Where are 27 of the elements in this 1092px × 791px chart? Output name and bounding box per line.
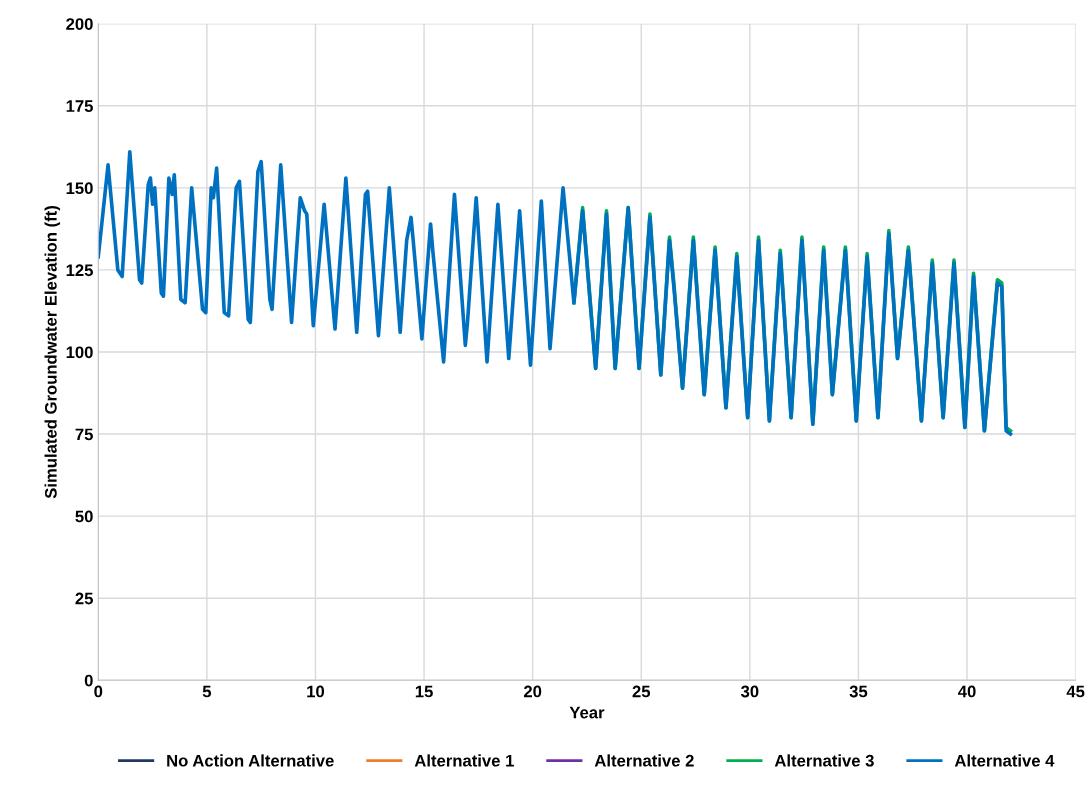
x-tick-label: 25 bbox=[632, 685, 651, 698]
y-tick-label: 25 bbox=[75, 592, 93, 605]
x-tick-label: 35 bbox=[849, 685, 868, 698]
y-tick-label: 0 bbox=[84, 674, 93, 687]
legend-label: Alternative 2 bbox=[594, 754, 694, 767]
x-tick-label: 20 bbox=[523, 685, 542, 698]
y-tick-label: 175 bbox=[66, 100, 93, 112]
y-tick-label: 150 bbox=[66, 182, 93, 195]
x-tick-label: 10 bbox=[307, 685, 325, 698]
x-tick-label: 45 bbox=[1066, 685, 1085, 698]
y-tick-label: 125 bbox=[66, 264, 93, 277]
x-axis-title: Year bbox=[569, 706, 605, 719]
y-tick-label: 50 bbox=[75, 510, 93, 523]
y-axis-title: Simulated Groundwater Elevation (ft) bbox=[44, 206, 61, 499]
x-tick-label: 5 bbox=[202, 685, 212, 698]
legend-label: Alternative 1 bbox=[414, 754, 514, 767]
legend-label: Alternative 4 bbox=[954, 754, 1055, 767]
legend-label: No Action Alternative bbox=[167, 754, 334, 767]
x-tick-label: 30 bbox=[740, 685, 759, 698]
y-tick-label: 200 bbox=[66, 18, 93, 30]
y-tick-label: 100 bbox=[66, 346, 93, 359]
line-series bbox=[98, 149, 1013, 436]
y-tick-label: 75 bbox=[75, 428, 93, 441]
x-tick-label: 15 bbox=[415, 685, 433, 698]
x-tick-label: 0 bbox=[94, 685, 103, 698]
legend-label: Alternative 3 bbox=[774, 754, 874, 767]
x-tick-label: 40 bbox=[958, 685, 976, 698]
